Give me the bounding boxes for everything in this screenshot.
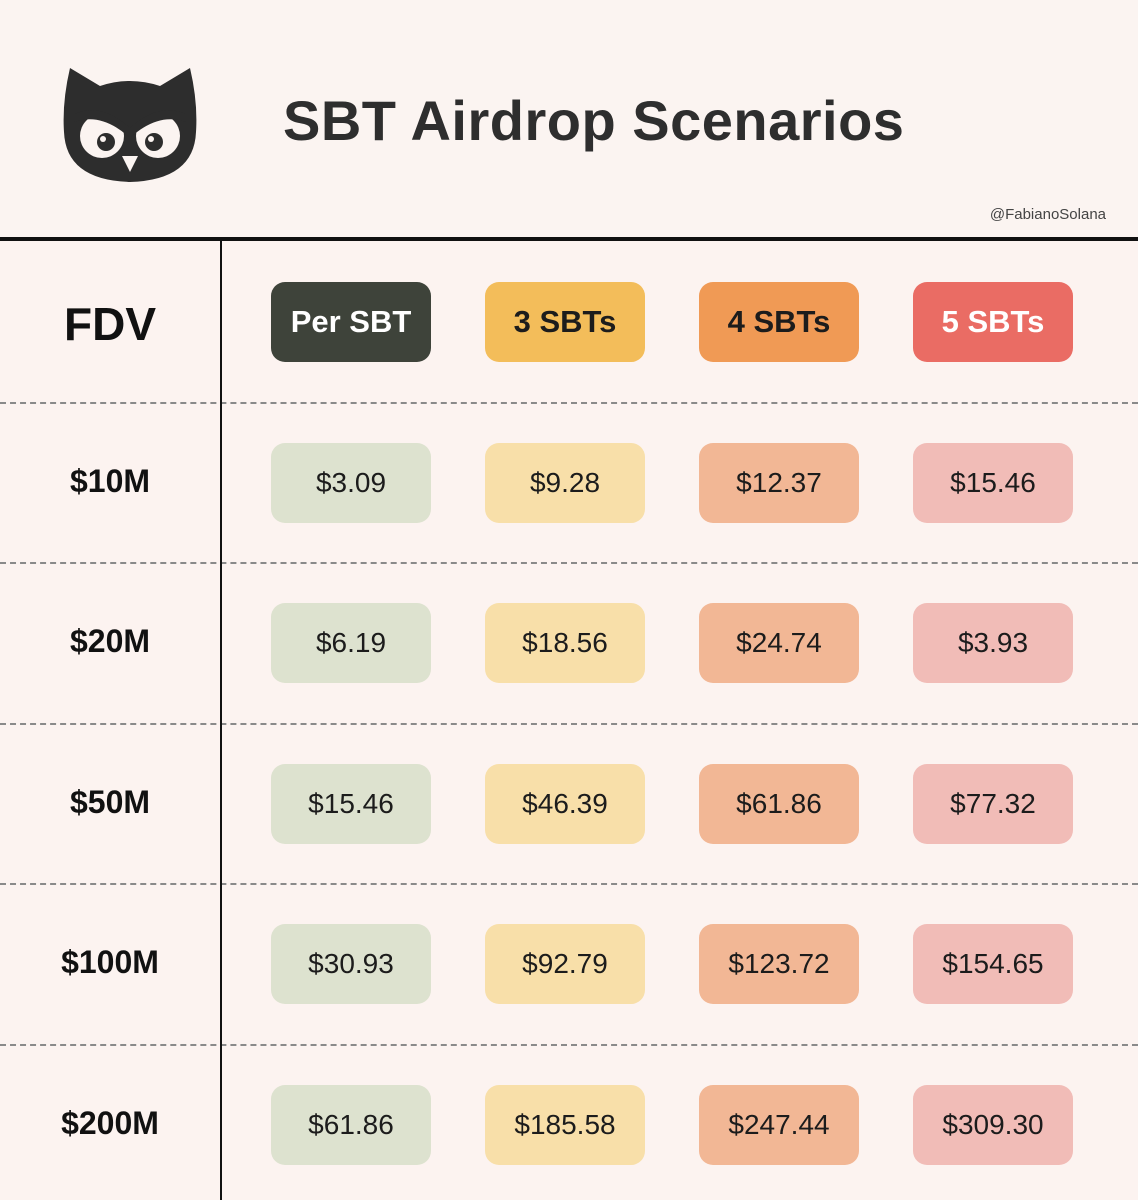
value-cell: $61.86 [699,763,859,844]
column-header-2: 3 SBTs [485,282,645,362]
value-cell: $92.79 [485,924,645,1005]
fdv-header: FDV [64,298,156,350]
table-row: $50M $15.46 $46.39 $61.86 $77.32 [0,723,1138,883]
page-title: SBT Airdrop Scenarios [283,89,905,152]
table-row: $20M $6.19 $18.56 $24.74 $3.93 [0,562,1138,722]
value-cell: $3.09 [271,442,431,523]
value-cell: $15.46 [271,763,431,844]
table-header-row: FDV Per SBT 3 SBTs 4 SBTs 5 SBTs [0,241,1138,401]
column-divider [220,240,222,1200]
value-cell: $30.93 [271,924,431,1005]
value-cell: $123.72 [699,924,859,1005]
value-cell: $18.56 [485,603,645,684]
value-cell: $46.39 [485,763,645,844]
value-cell: $15.46 [913,442,1073,523]
table-row: $200M $61.86 $185.58 $247.44 $309.30 [0,1044,1138,1200]
author-handle: @FabianoSolana [989,206,1106,223]
column-header-3: 4 SBTs [699,282,859,362]
value-cell: $61.86 [271,1085,431,1165]
owl-logo-icon [63,68,197,182]
header-divider [0,237,1138,241]
value-cell: $185.58 [485,1085,645,1165]
value-cell: $309.30 [913,1085,1073,1165]
value-cell: $12.37 [699,442,859,523]
column-header-4: 5 SBTs [913,282,1073,362]
row-divider [0,1044,1138,1046]
fdv-value: $100M [61,944,159,981]
value-cell: $77.32 [913,763,1073,844]
table-row: $10M $3.09 $9.28 $12.37 $15.46 [0,402,1138,562]
value-cell: $247.44 [699,1085,859,1165]
value-cell: $24.74 [699,603,859,684]
fdv-value: $50M [69,783,151,820]
value-cell: $9.28 [485,442,645,523]
row-divider [0,401,1138,404]
row-divider [0,722,1138,725]
fdv-value: $200M [61,1105,159,1141]
table-row: $100M $30.93 $92.79 $123.72 $154.65 [0,883,1138,1043]
fdv-value: $10M [69,462,151,499]
column-header-1: Per SBT [271,282,431,362]
fdv-value: $20M [69,623,151,660]
row-divider [0,883,1138,886]
header: SBT Airdrop Scenarios @FabianoSolana [0,0,1138,238]
row-divider [0,562,1138,565]
value-cell: $3.93 [913,603,1073,684]
value-cell: $154.65 [913,924,1073,1005]
value-cell: $6.19 [271,603,431,684]
